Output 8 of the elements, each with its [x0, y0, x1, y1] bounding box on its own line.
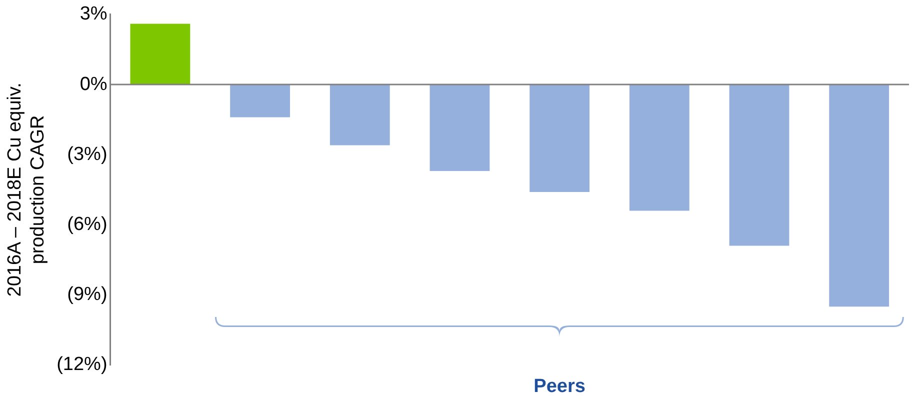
y-tick-label: (6%) — [67, 214, 108, 235]
y-tick-label: (12%) — [56, 354, 108, 376]
y-tick-label: 0% — [80, 74, 108, 95]
y-axis-title: 2016A – 2018E Cu equiv. production CAGR — [4, 82, 48, 297]
y-tick-label: (3%) — [67, 144, 108, 165]
y-tick-label: 3% — [80, 4, 108, 25]
text: Peers — [534, 376, 586, 398]
y-tick-label: (9%) — [67, 284, 108, 306]
